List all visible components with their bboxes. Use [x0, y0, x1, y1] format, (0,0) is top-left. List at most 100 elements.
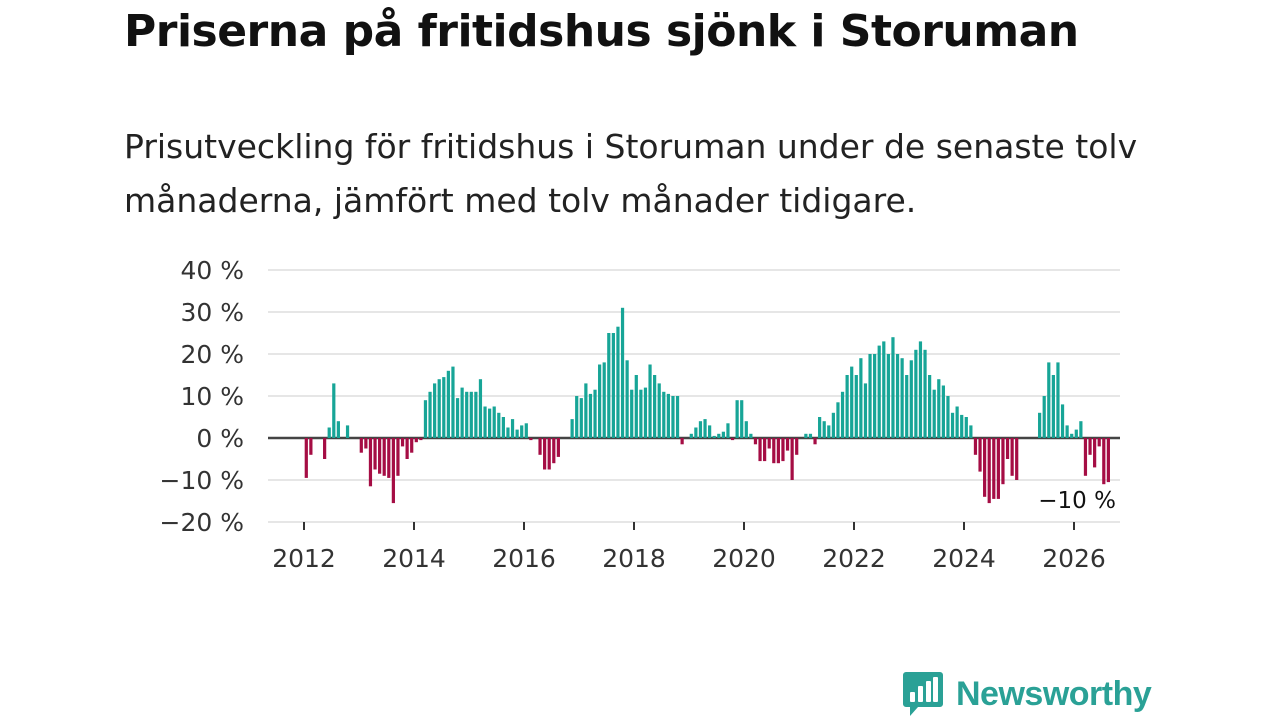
x-tick-label: 2022 — [822, 544, 886, 573]
bar-positive — [822, 421, 826, 438]
bar-positive — [744, 421, 748, 438]
y-axis: 40 % 30 % 20 % 10 % 0 % −10 % −20 % — [160, 256, 244, 537]
bar-positive — [1060, 404, 1065, 438]
bar-negative — [973, 438, 978, 455]
bar-positive — [960, 414, 964, 438]
bar-positive — [639, 389, 643, 438]
bar-negative — [396, 438, 400, 476]
gridlines — [268, 269, 1120, 523]
bars-group — [304, 307, 1110, 504]
bar-positive — [616, 326, 620, 438]
bar-positive — [602, 362, 606, 438]
bar-positive — [689, 433, 693, 438]
bar-positive — [1042, 396, 1046, 438]
bar-positive — [524, 423, 528, 438]
bar-positive — [854, 375, 858, 438]
bar-positive — [423, 400, 428, 438]
bar-negative — [1001, 438, 1005, 485]
bar-positive — [455, 398, 460, 438]
annotations: −10 % — [1038, 488, 1116, 514]
bar-positive — [653, 375, 657, 438]
y-tick-label: −10 % — [160, 466, 244, 495]
bar-positive — [859, 358, 863, 438]
bar-negative — [1010, 438, 1014, 476]
bar-positive — [1074, 429, 1078, 438]
bar-positive — [634, 375, 638, 438]
bar-negative — [680, 438, 684, 445]
bar-negative — [785, 438, 790, 451]
bar-positive — [877, 345, 881, 438]
bar-positive — [703, 419, 707, 438]
bar-positive — [712, 435, 716, 438]
bar-positive — [598, 364, 602, 438]
bar-negative — [776, 438, 780, 464]
bar-negative — [753, 438, 758, 445]
bar-negative — [758, 438, 762, 462]
x-axis: 2012 2014 2016 2018 2020 2022 2024 2026 — [272, 522, 1106, 573]
bar-positive — [1065, 425, 1069, 438]
x-tick-label: 2016 — [492, 544, 556, 573]
bar-negative — [996, 438, 1000, 499]
bar-negative — [552, 438, 556, 464]
bar-positive — [964, 417, 968, 438]
bar-positive — [873, 354, 877, 438]
bar-positive — [845, 375, 849, 438]
bar-positive — [570, 419, 574, 438]
bar-positive — [345, 425, 350, 438]
bar-negative — [387, 438, 391, 478]
bar-positive — [488, 408, 492, 438]
bar-negative — [772, 438, 776, 464]
bar-positive — [442, 377, 446, 438]
bar-positive — [923, 349, 927, 438]
x-tick-label: 2024 — [932, 544, 996, 573]
x-tick-label: 2018 — [602, 544, 666, 573]
bar-negative — [368, 438, 373, 487]
bar-positive — [895, 354, 900, 438]
bar-negative — [382, 438, 386, 476]
bar-positive — [474, 391, 478, 438]
bar-positive — [950, 412, 955, 438]
bar-positive — [451, 366, 455, 438]
newsworthy-logo[interactable]: Newsworthy — [902, 670, 1152, 718]
newsworthy-logo-text[interactable]: Newsworthy — [956, 674, 1152, 713]
bar-positive — [510, 419, 515, 438]
bar-positive — [928, 375, 932, 438]
bar-positive — [1051, 375, 1055, 438]
bar-negative — [405, 438, 409, 459]
y-tick-label: −20 % — [160, 508, 244, 537]
bar-positive — [698, 421, 703, 438]
bar-negative — [391, 438, 395, 504]
bar-positive — [717, 433, 721, 438]
bar-negative — [1083, 438, 1088, 476]
bar-positive — [662, 391, 666, 438]
bar-positive — [625, 360, 629, 438]
bar-positive — [1070, 433, 1074, 438]
bar-negative — [813, 438, 817, 445]
bar-positive — [721, 431, 725, 438]
bar-positive — [497, 412, 501, 438]
bar-negative — [987, 438, 991, 504]
bar-negative — [373, 438, 377, 470]
bar-positive — [611, 333, 615, 438]
y-tick-label: 0 % — [196, 424, 244, 453]
bar-negative — [767, 438, 771, 449]
bar-negative — [1097, 438, 1101, 447]
y-tick-label: 10 % — [180, 382, 244, 411]
bar-positive — [607, 333, 611, 438]
bar-positive — [941, 385, 945, 438]
bar-positive — [501, 417, 505, 438]
bar-positive — [937, 379, 941, 438]
bar-positive — [1047, 362, 1051, 438]
x-tick-label: 2020 — [712, 544, 776, 573]
bar-negative — [983, 438, 987, 497]
bar-positive — [850, 366, 854, 438]
bar-positive — [465, 391, 469, 438]
bar-negative — [538, 438, 542, 455]
bar-positive — [735, 400, 739, 438]
bar-positive — [932, 389, 936, 438]
x-tick-label: 2014 — [382, 544, 446, 573]
bar-negative — [730, 438, 735, 441]
bar-positive — [905, 375, 909, 438]
bar-positive — [648, 364, 652, 438]
bar-negative — [556, 438, 560, 457]
